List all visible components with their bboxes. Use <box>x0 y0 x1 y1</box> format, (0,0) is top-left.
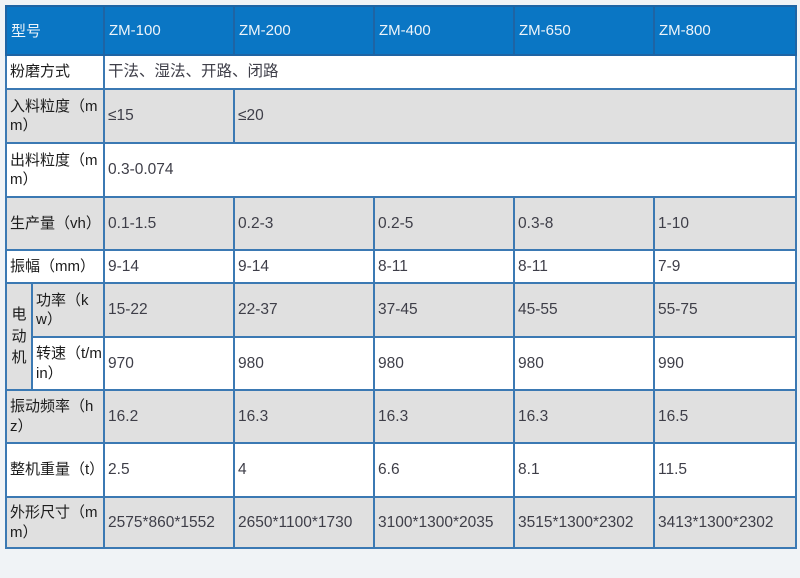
row-label-feed-size: 入料粒度（mm） <box>4 88 106 144</box>
grinding-method-value: 干法、湿法、开路、闭路 <box>103 54 798 90</box>
row-label-output-size: 出料粒度（mm） <box>4 142 106 198</box>
motor-speed-zm-650: 980 <box>513 336 656 391</box>
header-model-label: 型号 <box>4 5 106 56</box>
row-capacity: 生产量（vh） 0.1-1.5 0.2-3 0.2-5 0.3-8 1-10 <box>4 196 798 251</box>
frequency-zm-400: 16.3 <box>373 389 516 444</box>
row-output-size: 出料粒度（mm） 0.3-0.074 <box>4 142 798 198</box>
row-label-capacity: 生产量（vh） <box>4 196 106 251</box>
row-motor-power: 电动机 功率（kw） 15-22 22-37 37-45 45-55 55-75 <box>5 282 798 391</box>
dimensions-zm-800: 3413*1300*2302 <box>653 496 798 549</box>
frequency-zm-200: 16.3 <box>233 389 376 444</box>
motor-speed-zm-100: 970 <box>103 336 236 391</box>
amplitude-zm-400: 8-11 <box>373 249 516 284</box>
output-size-value: 0.3-0.074 <box>103 142 798 198</box>
motor-speed-zm-200: 980 <box>233 336 376 391</box>
dimensions-zm-400: 3100*1300*2035 <box>373 496 516 549</box>
motor-group-label: 电动机 <box>5 282 33 391</box>
frequency-zm-650: 16.3 <box>513 389 656 444</box>
capacity-zm-100: 0.1-1.5 <box>103 196 236 251</box>
motor-speed-zm-800: 990 <box>653 336 798 391</box>
capacity-zm-400: 0.2-5 <box>373 196 516 251</box>
motor-power-zm-800: 55-75 <box>653 282 798 338</box>
motor-power-zm-400: 37-45 <box>373 282 516 338</box>
capacity-zm-200: 0.2-3 <box>233 196 376 251</box>
dimensions-zm-650: 3515*1300*2302 <box>513 496 656 549</box>
row-weight: 整机重量（t） 2.5 4 6.6 8.1 11.5 <box>4 442 798 498</box>
row-label-dimensions: 外形尺寸（mm） <box>4 496 106 549</box>
row-amplitude: 振幅（mm） 9-14 9-14 8-11 8-11 7-9 <box>4 249 798 284</box>
amplitude-zm-100: 9-14 <box>103 249 236 284</box>
row-feed-size: 入料粒度（mm） ≤15 ≤20 <box>4 88 798 144</box>
weight-zm-400: 6.6 <box>373 442 516 498</box>
header-zm-200: ZM-200 <box>233 5 376 56</box>
row-label-amplitude: 振幅（mm） <box>4 249 106 284</box>
motor-speed-zm-400: 980 <box>373 336 516 391</box>
header-zm-100: ZM-100 <box>103 5 236 56</box>
header-zm-650: ZM-650 <box>513 5 656 56</box>
header-zm-800: ZM-800 <box>653 5 798 56</box>
weight-zm-200: 4 <box>233 442 376 498</box>
row-motor-speed: 转速（t/min） 970 980 980 980 990 <box>6 336 798 391</box>
amplitude-zm-650: 8-11 <box>513 249 656 284</box>
row-label-grinding-method: 粉磨方式 <box>4 54 106 90</box>
row-label-frequency: 振动频率（hz） <box>4 389 106 444</box>
dimensions-zm-100: 2575*860*1552 <box>103 496 236 549</box>
feed-size-zm-200-800: ≤20 <box>233 88 798 144</box>
row-label-motor-speed: 转速（t/min） <box>30 336 106 391</box>
amplitude-zm-800: 7-9 <box>653 249 798 284</box>
weight-zm-650: 8.1 <box>513 442 656 498</box>
row-label-motor-power: 功率（kw） <box>30 282 106 338</box>
frequency-zm-800: 16.5 <box>653 389 798 444</box>
feed-size-zm-100: ≤15 <box>103 88 236 144</box>
capacity-zm-800: 1-10 <box>653 196 798 251</box>
header-row: 型号 ZM-100 ZM-200 ZM-400 ZM-650 ZM-800 <box>4 5 798 56</box>
row-grinding-method: 粉磨方式 干法、湿法、开路、闭路 <box>4 54 798 90</box>
amplitude-zm-200: 9-14 <box>233 249 376 284</box>
capacity-zm-650: 0.3-8 <box>513 196 656 251</box>
motor-power-zm-100: 15-22 <box>103 282 236 338</box>
spec-table: 型号 ZM-100 ZM-200 ZM-400 ZM-650 ZM-800 粉磨… <box>4 5 798 549</box>
motor-power-zm-650: 45-55 <box>513 282 656 338</box>
row-frequency: 振动频率（hz） 16.2 16.3 16.3 16.3 16.5 <box>4 389 798 444</box>
weight-zm-800: 11.5 <box>653 442 798 498</box>
header-zm-400: ZM-400 <box>373 5 516 56</box>
row-label-weight: 整机重量（t） <box>4 442 106 498</box>
motor-power-zm-200: 22-37 <box>233 282 376 338</box>
row-dimensions: 外形尺寸（mm） 2575*860*1552 2650*1100*1730 31… <box>4 496 798 549</box>
weight-zm-100: 2.5 <box>103 442 236 498</box>
dimensions-zm-200: 2650*1100*1730 <box>233 496 376 549</box>
frequency-zm-100: 16.2 <box>103 389 236 444</box>
